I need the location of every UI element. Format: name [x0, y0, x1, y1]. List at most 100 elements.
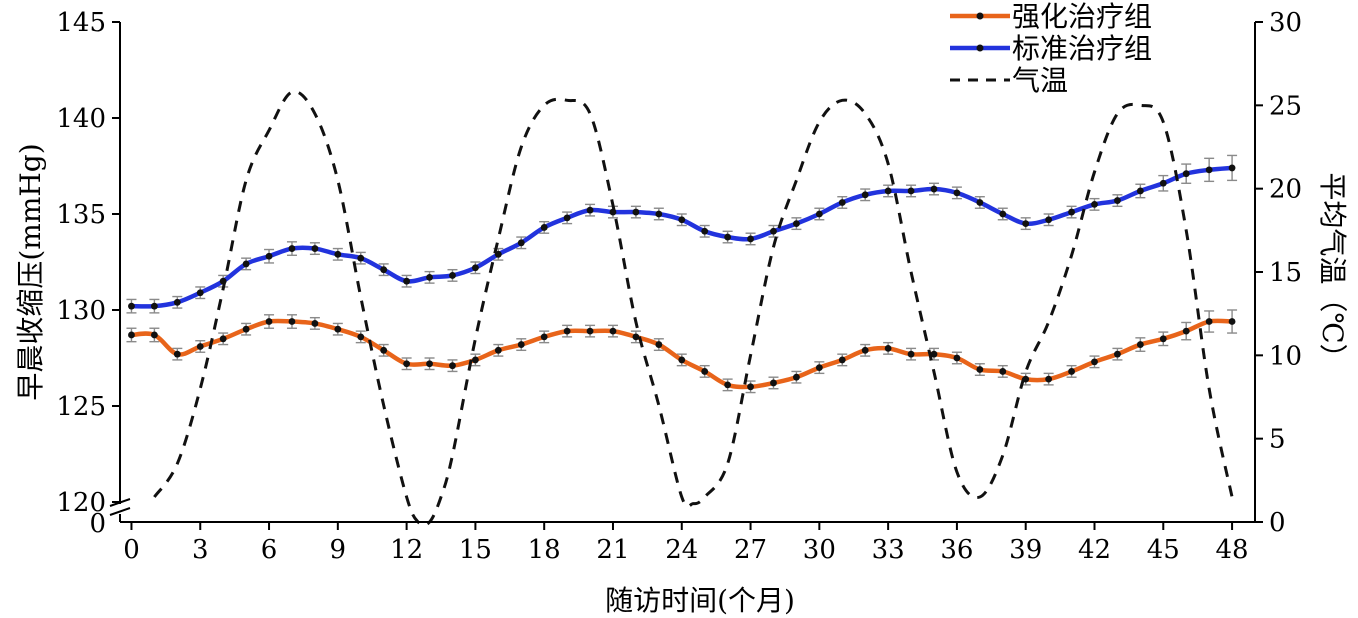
- y2-tick-label: 20: [1269, 175, 1302, 205]
- data-point: [196, 343, 204, 350]
- data-point: [494, 346, 502, 354]
- data-point: [173, 350, 181, 358]
- data-point: [861, 346, 869, 354]
- series-layer: [128, 90, 1236, 527]
- legend-label-standard: 标准治疗组: [1012, 32, 1152, 65]
- data-point: [655, 210, 663, 218]
- x-tick-label: 15: [459, 535, 492, 565]
- y-tick-label-break: 0: [89, 509, 106, 539]
- data-point: [1136, 187, 1144, 195]
- data-point: [907, 350, 915, 358]
- data-point: [426, 273, 433, 281]
- x-tick-label: 27: [734, 535, 767, 565]
- series-line-1: [131, 165, 1233, 309]
- y2-tick-label: 10: [1269, 341, 1302, 371]
- data-point: [724, 381, 732, 389]
- data-point: [1205, 166, 1213, 174]
- x-tick-label: 45: [1147, 535, 1180, 565]
- y-tick-label: 145: [56, 8, 106, 38]
- x-tick-label: 12: [390, 535, 423, 565]
- data-point: [1045, 375, 1053, 383]
- x-tick-label: 42: [1078, 535, 1111, 565]
- y2-tick-label: 15: [1269, 258, 1302, 288]
- data-point: [517, 341, 525, 348]
- data-point: [976, 199, 984, 206]
- data-point: [1045, 216, 1053, 224]
- data-point: [724, 233, 732, 241]
- data-point: [426, 360, 433, 368]
- data-point: [494, 250, 502, 258]
- data-point: [907, 187, 915, 195]
- data-point: [380, 266, 388, 274]
- series-line-2: [153, 90, 1234, 527]
- x-tick-label: 30: [803, 535, 836, 565]
- data-point: [1159, 335, 1167, 343]
- data-point: [563, 214, 571, 222]
- data-point: [173, 298, 181, 306]
- legend-marker-standard: [976, 44, 984, 52]
- y-tick-label: 135: [56, 200, 106, 230]
- data-point: [128, 302, 135, 310]
- data-point: [265, 318, 273, 325]
- data-point: [884, 345, 892, 352]
- legend: 强化治疗组 标准治疗组 气温: [950, 0, 1152, 97]
- data-point: [242, 260, 250, 268]
- data-point: [334, 325, 342, 333]
- y-tick-label: 130: [56, 296, 106, 326]
- legend-label-temperature: 气温: [1012, 64, 1068, 97]
- data-point: [999, 368, 1007, 375]
- data-point: [334, 250, 342, 258]
- data-point: [770, 379, 777, 387]
- data-point: [150, 302, 158, 310]
- data-point: [1136, 341, 1144, 348]
- data-point: [793, 373, 800, 381]
- data-point: [196, 289, 204, 297]
- data-point: [586, 206, 594, 214]
- data-point: [1091, 201, 1098, 208]
- y2-axis-title: 平均气温（℃）: [1316, 172, 1349, 371]
- data-point: [701, 368, 709, 375]
- data-point: [242, 325, 250, 333]
- x-tick-label: 9: [330, 535, 347, 565]
- data-point: [540, 224, 548, 231]
- data-point: [311, 245, 319, 252]
- data-point: [128, 331, 135, 339]
- data-point: [953, 189, 961, 197]
- x-tick-label: 33: [872, 535, 905, 565]
- data-point: [1068, 368, 1075, 375]
- y-tick-label: 120: [56, 488, 106, 518]
- data-point: [747, 383, 754, 391]
- x-axis-title: 随访时间(个月): [605, 584, 795, 617]
- data-point: [1091, 358, 1098, 366]
- data-point: [930, 350, 938, 358]
- data-point: [678, 216, 686, 224]
- y-tick-label: 125: [56, 392, 106, 422]
- data-point: [678, 356, 686, 364]
- x-tick-label: 36: [940, 535, 973, 565]
- data-point: [609, 208, 617, 216]
- data-point: [403, 277, 411, 285]
- data-point: [311, 320, 319, 327]
- data-point: [540, 333, 548, 341]
- y2-tick-label: 30: [1269, 8, 1302, 38]
- data-point: [472, 356, 479, 364]
- y2-tick-label: 5: [1269, 425, 1286, 455]
- data-point: [1114, 197, 1121, 204]
- data-point: [861, 191, 869, 199]
- y2-tick-label: 0: [1269, 508, 1286, 538]
- data-point: [1205, 318, 1213, 325]
- data-point: [288, 245, 296, 252]
- data-point: [403, 360, 411, 368]
- data-point: [1182, 170, 1190, 178]
- data-point: [815, 210, 823, 218]
- data-point: [701, 227, 709, 235]
- data-point: [999, 210, 1007, 218]
- data-point: [770, 227, 777, 235]
- data-point: [449, 362, 456, 370]
- data-point: [1022, 220, 1030, 228]
- legend-label-intensive: 强化治疗组: [1012, 0, 1152, 33]
- data-point: [655, 341, 663, 348]
- legend-marker-intensive: [976, 12, 984, 20]
